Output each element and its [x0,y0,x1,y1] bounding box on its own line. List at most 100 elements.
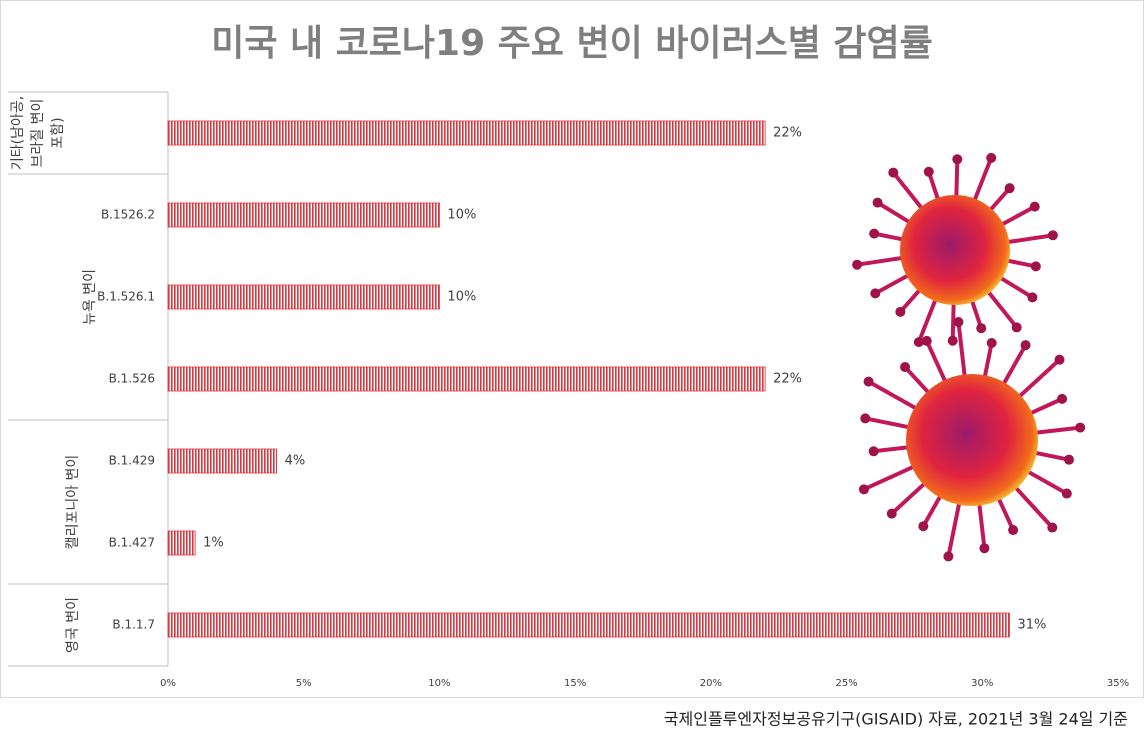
y-tick-label: B.1.427 [109,536,155,550]
virus-spike-tip [1075,422,1086,433]
chart-border [0,0,1144,698]
virus-spike-tip [952,154,963,165]
chart-title: 미국 내 코로나19 주요 변이 바이러스별 감염률 [211,23,932,64]
virus-spike-tip [1008,525,1019,536]
virus-spike [873,271,914,296]
virus-spike [1001,233,1055,245]
virus-spike-tip [870,288,881,299]
value-label: 22% [773,372,802,387]
virus-spike [985,186,1012,215]
group-label: 영국 변이 [65,597,81,653]
value-label: 31% [1017,618,1046,633]
virus-spike-tip [1047,522,1058,533]
virus-spike-tip [852,259,863,270]
virus-spike-tip [918,521,929,532]
virus-spike [871,444,915,454]
bar [167,448,277,474]
virus-spike-tip [921,335,932,346]
virus-spike [1024,396,1065,418]
virus-spike-tip [1054,354,1065,365]
virus-spike [1013,357,1062,402]
virus-spike-tip [1027,292,1038,303]
virus-illustration [852,152,1086,562]
value-label: 22% [773,126,802,141]
virus-spike [946,496,963,559]
value-label: 4% [285,454,306,469]
bar [167,202,440,228]
virus-spike-tip [858,484,869,495]
virus-spike-tip [1020,340,1031,351]
x-tick-label: 30% [971,678,993,689]
virus-spike [921,489,945,529]
virus-spike-tip [860,413,871,424]
bar [167,366,766,392]
bar [167,284,440,310]
y-tick-label: B.1.526.1 [97,290,155,304]
group-label: 브라질 변이 [30,99,46,168]
virus-spike-tip [868,446,879,457]
virus-spike-tip [900,362,911,373]
group-label: 기타(남아공, [10,96,26,170]
y-tick-label: B.1.1.7 [112,618,155,632]
bar [167,530,196,556]
virus-spike-tip [1004,183,1015,194]
virus-spike [866,379,923,413]
virus-spike [861,462,920,492]
virus-spike-tip [976,323,987,334]
virus-spike [996,204,1037,229]
virus-spike [872,231,909,243]
bar [167,120,766,146]
virus-spike-tip [1057,393,1068,404]
virus-spike [956,319,968,383]
group-label: 뉴욕 변이 [82,269,98,325]
virus-spike-tip [923,166,934,177]
y-tick-label: B.1.429 [109,454,155,468]
virus-spike [1021,467,1069,496]
virus-spike [916,294,939,345]
x-tick-label: 15% [564,678,586,689]
virus-spike-tip [895,306,906,317]
virus-spike-tip [886,508,897,519]
x-tick-label: 25% [835,678,857,689]
virus-spike-tip [953,316,964,327]
virus-spike [898,285,925,314]
virus-spike [954,157,960,203]
virus-spike-tip [1061,488,1072,499]
virus-spike-tip [986,337,997,348]
virus-spike-tip [1011,322,1022,333]
virus-spike [971,155,994,206]
virus-spike-tip [943,551,954,562]
x-tick-label: 5% [296,678,312,689]
virus-spike-tip [1029,201,1040,212]
virus-spike [968,294,984,331]
virus-body [900,195,1010,305]
x-tick-label: 20% [700,678,722,689]
virus-body [906,374,1038,506]
value-label: 1% [203,536,224,551]
value-label: 10% [447,290,476,305]
virus-spike [875,200,915,227]
virus-spike [889,478,931,516]
virus-spike [976,497,987,551]
virus-spike [1029,425,1083,436]
virus-spike-tip [913,337,924,348]
virus-spike [1001,257,1038,269]
x-tick-label: 0% [160,678,176,689]
virus-spike-tip [869,228,880,239]
virus-spike-tip [872,197,883,208]
virus-spike-tip [947,335,958,346]
value-label: 10% [447,208,476,223]
virus-spike [995,273,1035,300]
virus-spike [926,169,942,206]
virus-spike-tip [863,376,874,387]
y-tick-label: B.1.526 [109,372,155,386]
y-tick-label: B.1526.2 [101,208,155,222]
source-note: 국제인플루엔자정보공유기구(GISAID) 자료, 2021년 3월 24일 기… [664,710,1128,729]
x-tick-label: 10% [428,678,450,689]
virus-spike-tip [888,167,899,178]
virus-spike [983,286,1019,330]
virus-spike [999,343,1028,391]
virus-spike [924,338,950,388]
group-label: 포함) [50,117,66,148]
